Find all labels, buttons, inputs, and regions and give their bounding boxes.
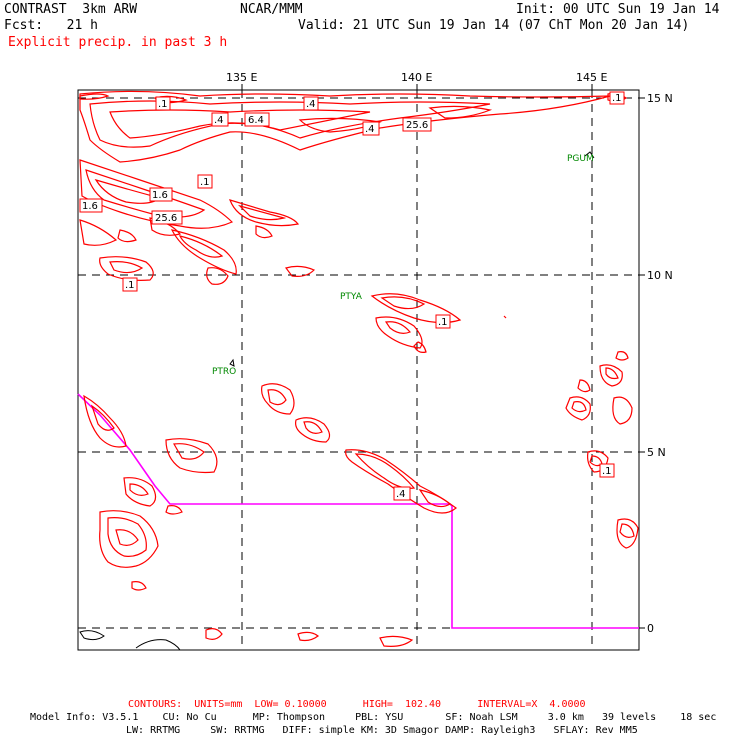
contour-label: 1.6 bbox=[149, 187, 173, 202]
precip-contours bbox=[79, 90, 639, 647]
contour-label: 25.6 bbox=[402, 117, 432, 132]
svg-text:.4: .4 bbox=[365, 124, 375, 135]
contour-label: .4 bbox=[303, 96, 319, 111]
model-info: Model Info: V3.5.1 CU: No Cu MP: Thompso… bbox=[30, 712, 717, 723]
model-title: CONTRAST 3km ARW bbox=[4, 2, 138, 17]
contour-label: .1 bbox=[599, 463, 615, 478]
lon-label-145: 145 E bbox=[576, 71, 607, 84]
station-ptya: PTYA bbox=[340, 292, 363, 302]
contour-label: .1 bbox=[122, 277, 138, 292]
forecast-hour: Fcst: 21 h bbox=[4, 18, 98, 33]
tick-marks bbox=[241, 84, 645, 629]
lat-label-10: 10 N bbox=[647, 269, 673, 282]
physics-info: LW: RRTMG SW: RRTMG DIFF: simple KM: 3D … bbox=[126, 725, 638, 736]
contour-label: .4 bbox=[362, 121, 380, 136]
contour-label: 1.6 bbox=[79, 198, 103, 213]
lat-label-0: 0 bbox=[647, 622, 654, 635]
svg-text:6.4: 6.4 bbox=[248, 115, 264, 126]
coastlines bbox=[79, 151, 595, 651]
lat-lon-grid bbox=[78, 90, 639, 650]
map-frame bbox=[77, 89, 640, 651]
svg-text:.1: .1 bbox=[602, 466, 612, 477]
contour-label: 6.4 bbox=[244, 112, 270, 127]
lon-label-135: 135 E bbox=[226, 71, 257, 84]
organization: NCAR/MMM bbox=[240, 2, 303, 17]
svg-text:.1: .1 bbox=[200, 177, 210, 188]
init-time: Init: 00 UTC Sun 19 Jan 14 bbox=[516, 2, 720, 17]
svg-text:.4: .4 bbox=[396, 489, 406, 500]
station-pgum: PGUM bbox=[567, 154, 594, 164]
svg-text:1.6: 1.6 bbox=[82, 201, 98, 212]
field-title: Explicit precip. in past 3 h bbox=[8, 35, 228, 50]
contour-label: .1 bbox=[155, 96, 171, 111]
lat-label-5: 5 N bbox=[647, 446, 666, 459]
valid-time: Valid: 21 UTC Sun 19 Jan 14 (07 ChT Mon … bbox=[298, 18, 690, 33]
contour-label: .4 bbox=[211, 112, 229, 127]
station-ptro: PTRO bbox=[212, 367, 236, 377]
svg-text:25.6: 25.6 bbox=[406, 120, 428, 131]
svg-text:.1: .1 bbox=[125, 280, 135, 291]
svg-text:.4: .4 bbox=[306, 99, 316, 110]
svg-text:.1: .1 bbox=[612, 93, 622, 104]
lon-label-140: 140 E bbox=[401, 71, 432, 84]
svg-text:.4: .4 bbox=[214, 115, 224, 126]
contour-label: 25.6 bbox=[151, 210, 183, 225]
eez-boundary bbox=[77, 393, 639, 629]
contour-info: CONTOURS: UNITS=mm LOW= 0.10000 HIGH= 10… bbox=[128, 699, 586, 710]
svg-text:.1: .1 bbox=[438, 317, 448, 328]
contour-label: .1 bbox=[609, 91, 625, 105]
contour-label: .1 bbox=[197, 174, 213, 189]
lat-label-15: 15 N bbox=[647, 92, 673, 105]
svg-text:.1: .1 bbox=[158, 99, 168, 110]
svg-text:25.6: 25.6 bbox=[155, 213, 177, 224]
contour-label: .1 bbox=[435, 314, 451, 329]
contour-label: .4 bbox=[393, 486, 411, 501]
svg-text:1.6: 1.6 bbox=[152, 190, 168, 201]
